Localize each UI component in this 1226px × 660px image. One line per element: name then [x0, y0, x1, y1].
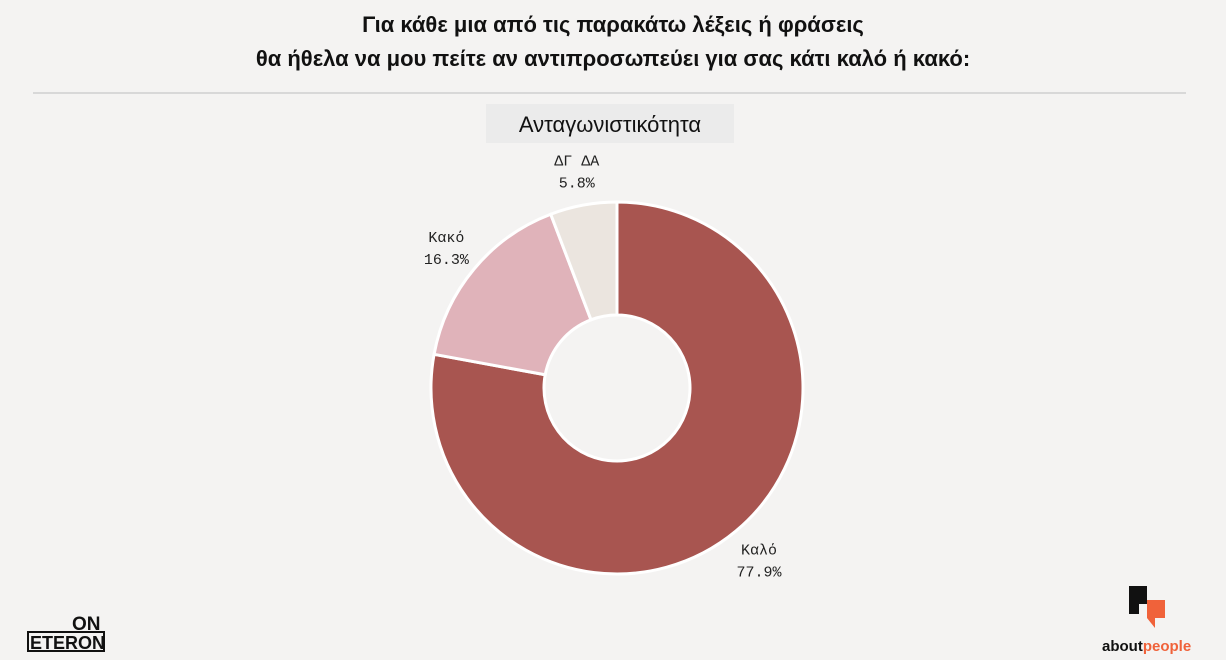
slice-label: Καλό — [741, 543, 777, 560]
donut-slice — [429, 200, 805, 576]
subtitle-box — [486, 104, 734, 143]
logo-part: about — [1102, 638, 1143, 655]
chart-title-line: θα ήθελα να μου πείτε αν αντιπροσωπεύει … — [256, 46, 970, 71]
chart-title-line: Για κάθε μια από τις παρακάτω λέξεις ή φ… — [362, 12, 864, 37]
logo-frame — [27, 631, 105, 652]
value-label: 77.9% — [737, 565, 783, 582]
slice-label: ΔΓ ΔΑ — [554, 154, 599, 171]
logo-icon — [1147, 600, 1165, 628]
logo-text: ETERON — [30, 633, 105, 653]
donut: Καλό 77.9% Κακό 16.3% ΔΓ ΔΑ 5.8% — [424, 154, 805, 582]
donut-slice — [432, 212, 593, 377]
slice-label: Κακό — [428, 230, 464, 247]
logo-text: ON — [72, 614, 101, 635]
logo-icon — [1129, 586, 1147, 614]
logo-part: people — [1143, 638, 1191, 655]
value-label: 5.8% — [559, 176, 596, 193]
value-label: 16.3% — [424, 252, 470, 269]
donut-slice — [548, 200, 619, 322]
chart-subtitle: Ανταγωνιστικότητα — [519, 112, 702, 137]
logo-text: aboutpeople — [1102, 638, 1191, 655]
